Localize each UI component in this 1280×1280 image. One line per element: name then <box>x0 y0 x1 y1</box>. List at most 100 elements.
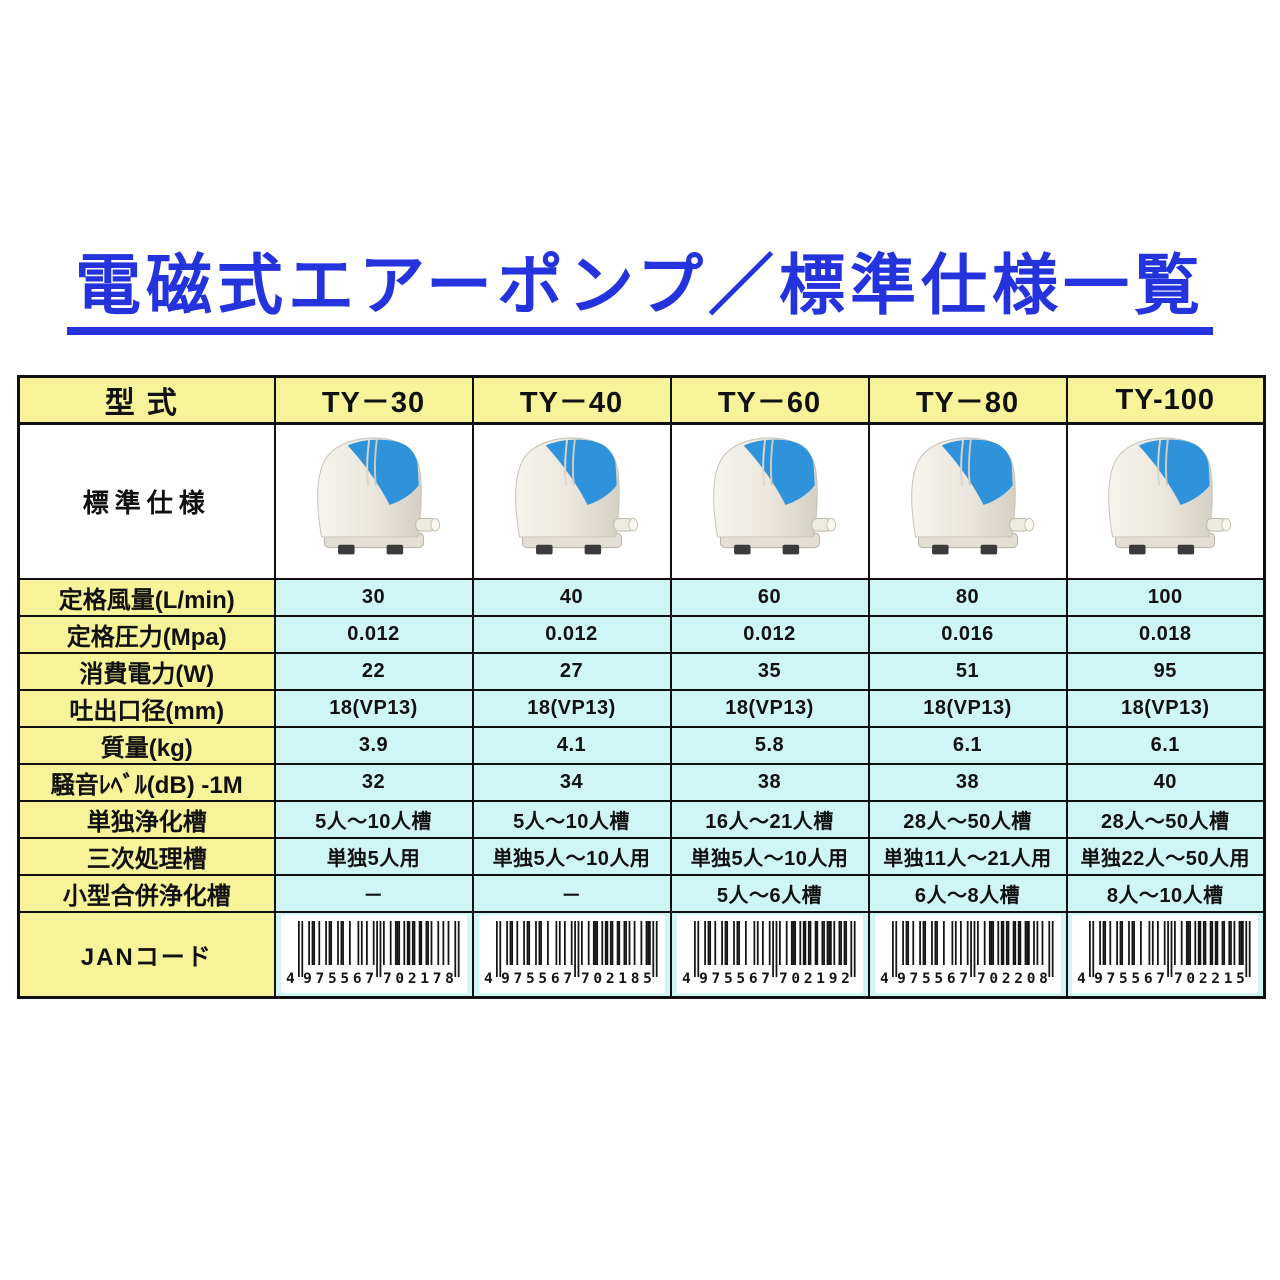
product-image-cell-0 <box>273 422 474 580</box>
value-noise-level-4: 40 <box>1065 762 1266 802</box>
svg-text:4: 4 <box>1077 971 1086 987</box>
value-outlet-diameter-3: 18(VP13) <box>867 688 1068 728</box>
model-header-row: 型式 TY－30 TY－40 TY－60 TY－80 TY-100 <box>17 375 1266 425</box>
spec-row-mass: 質量(kg) 3.9 4.1 5.8 6.1 6.1 <box>17 725 1266 765</box>
row-label-standard-spec: 標準仕様 <box>17 422 276 580</box>
jan-barcode-cell-3: 4 975567 702208 <box>867 910 1068 999</box>
spec-table: 型式 TY－30 TY－40 TY－60 TY－80 TY-100 標準仕様 <box>17 375 1266 999</box>
air-pump-image <box>514 437 638 555</box>
spec-row-small-gappei-johkasou: 小型合併浄化槽－－ 5人～6人槽 6人～8人槽 8人～10人槽 <box>17 873 1266 913</box>
value-single-johkasou-4: 28人～50人槽 <box>1065 799 1266 839</box>
model-name-1: TY－40 <box>471 375 672 425</box>
value-noise-level-3: 38 <box>867 762 1068 802</box>
value-rated-airflow-2: 60 <box>669 577 870 617</box>
value-power-consumption-2: 35 <box>669 651 870 691</box>
air-pump-image <box>316 437 440 555</box>
jan-barcode: 4 975567 702192 <box>676 915 863 994</box>
jan-barcode-cell-2: 4 975567 702192 <box>669 910 870 999</box>
air-pump-image <box>910 437 1034 555</box>
product-image-cell-1 <box>471 422 672 580</box>
value-rated-pressure-4: 0.018 <box>1065 614 1266 654</box>
spec-row-rated-airflow: 定格風量(L/min) 30 40 60 80 100 <box>17 577 1266 617</box>
product-image-cell-4 <box>1065 422 1266 580</box>
value-outlet-diameter-2: 18(VP13) <box>669 688 870 728</box>
value-power-consumption-1: 27 <box>471 651 672 691</box>
product-image-cell-3 <box>867 422 1068 580</box>
value-tertiary-treatment-1: 単独5人～10人用 <box>471 836 672 876</box>
model-name-2: TY－60 <box>669 375 870 425</box>
product-image-cell-2 <box>669 422 870 580</box>
row-label-outlet-diameter: 吐出口径(mm) <box>17 688 276 728</box>
value-single-johkasou-0: 5人～10人槽 <box>273 799 474 839</box>
value-small-gappei-johkasou-4: 8人～10人槽 <box>1065 873 1266 913</box>
value-outlet-diameter-0: 18(VP13) <box>273 688 474 728</box>
ean13-barcode: 4 975567 702178 <box>285 919 462 990</box>
value-small-gappei-johkasou-0: － <box>273 873 474 913</box>
value-rated-pressure-3: 0.016 <box>867 614 1068 654</box>
svg-text:4: 4 <box>484 971 493 987</box>
svg-text:4: 4 <box>682 971 691 987</box>
value-single-johkasou-1: 5人～10人槽 <box>471 799 672 839</box>
jan-barcode: 4 975567 702215 <box>1072 915 1259 994</box>
spec-row-rated-pressure: 定格圧力(Mpa) 0.012 0.012 0.012 0.016 0.018 <box>17 614 1266 654</box>
value-rated-pressure-2: 0.012 <box>669 614 870 654</box>
value-noise-level-1: 34 <box>471 762 672 802</box>
value-single-johkasou-3: 28人～50人槽 <box>867 799 1068 839</box>
ean13-barcode: 4 975567 702185 <box>483 919 660 990</box>
row-label-rated-airflow: 定格風量(L/min) <box>17 577 276 617</box>
value-outlet-diameter-1: 18(VP13) <box>471 688 672 728</box>
product-image-row: 標準仕様 <box>17 422 1266 580</box>
spec-row-noise-level: 騒音ﾚﾍﾞﾙ(dB) -1M 32 34 38 38 40 <box>17 762 1266 802</box>
ean13-barcode: 4 975567 702208 <box>879 919 1056 990</box>
jan-barcode: 4 975567 702178 <box>280 915 467 994</box>
value-rated-airflow-1: 40 <box>471 577 672 617</box>
air-pump-image <box>712 437 836 555</box>
row-label-rated-pressure: 定格圧力(Mpa) <box>17 614 276 654</box>
jan-barcode-cell-4: 4 975567 702215 <box>1065 910 1266 999</box>
value-small-gappei-johkasou-2: 5人～6人槽 <box>669 873 870 913</box>
jan-code-row: JANコード 4 975567 702178 4 975567 702185 4… <box>17 910 1266 999</box>
value-noise-level-0: 32 <box>273 762 474 802</box>
value-mass-0: 3.9 <box>273 725 474 765</box>
row-label-noise-level: 騒音ﾚﾍﾞﾙ(dB) -1M <box>17 762 276 802</box>
row-label-small-gappei-johkasou: 小型合併浄化槽 <box>17 873 276 913</box>
value-tertiary-treatment-4: 単独22人～50人用 <box>1065 836 1266 876</box>
jan-barcode: 4 975567 702208 <box>874 915 1061 994</box>
jan-barcode-cell-1: 4 975567 702185 <box>471 910 672 999</box>
spec-row-single-johkasou: 単独浄化槽 5人～10人槽 5人～10人槽 16人～21人槽 28人～50人槽 28人～5… <box>17 799 1266 839</box>
jan-barcode: 4 975567 702185 <box>478 915 665 994</box>
model-name-0: TY－30 <box>273 375 474 425</box>
model-name-4: TY-100 <box>1065 375 1266 425</box>
product-photo <box>475 426 669 577</box>
ean13-barcode: 4 975567 702192 <box>681 919 858 990</box>
product-photo <box>871 426 1065 577</box>
spec-row-tertiary-treatment: 三次処理槽 単独5人用 単独5人～10人用 単独5人～10人用 単独11人～21人用 単独… <box>17 836 1266 876</box>
product-photo <box>673 426 867 577</box>
value-mass-1: 4.1 <box>471 725 672 765</box>
value-mass-4: 6.1 <box>1065 725 1266 765</box>
value-tertiary-treatment-2: 単独5人～10人用 <box>669 836 870 876</box>
value-tertiary-treatment-3: 単独11人～21人用 <box>867 836 1068 876</box>
jan-barcode-cell-0: 4 975567 702178 <box>273 910 474 999</box>
value-tertiary-treatment-0: 単独5人用 <box>273 836 474 876</box>
air-pump-image <box>1108 437 1232 555</box>
ean13-barcode: 4 975567 702215 <box>1077 919 1254 990</box>
value-outlet-diameter-4: 18(VP13) <box>1065 688 1266 728</box>
value-rated-airflow-0: 30 <box>273 577 474 617</box>
spec-row-outlet-diameter: 吐出口径(mm) 18(VP13) 18(VP13) 18(VP13) 18(VP13)… <box>17 688 1266 728</box>
row-label-mass: 質量(kg) <box>17 725 276 765</box>
row-label-jan-code: JANコード <box>17 910 276 999</box>
title-area: 電磁式エアーポンプ／標準仕様一覧 <box>0 249 1280 336</box>
value-mass-3: 6.1 <box>867 725 1068 765</box>
value-rated-pressure-0: 0.012 <box>273 614 474 654</box>
svg-text:4: 4 <box>286 971 295 987</box>
row-label-tertiary-treatment: 三次処理槽 <box>17 836 276 876</box>
value-small-gappei-johkasou-1: － <box>471 873 672 913</box>
value-power-consumption-4: 95 <box>1065 651 1266 691</box>
product-photo <box>277 426 471 577</box>
row-label-single-johkasou: 単独浄化槽 <box>17 799 276 839</box>
value-rated-airflow-3: 80 <box>867 577 1068 617</box>
value-noise-level-2: 38 <box>669 762 870 802</box>
model-column-header: 型式 <box>17 375 276 425</box>
value-rated-pressure-1: 0.012 <box>471 614 672 654</box>
